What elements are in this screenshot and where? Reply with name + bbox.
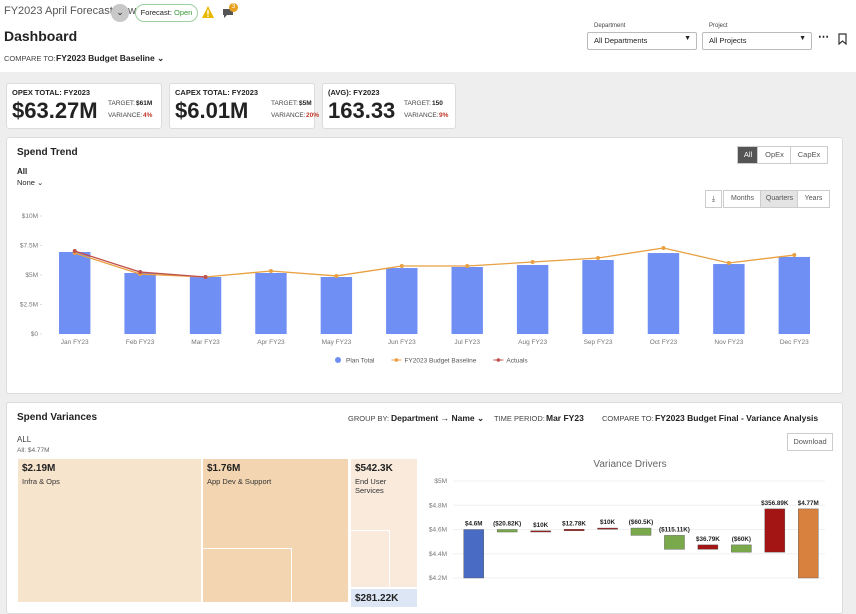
- kpi-value: $6.01M: [175, 98, 249, 123]
- scope-total: All: $4.77M: [17, 447, 50, 454]
- filter-button[interactable]: OpEx: [757, 146, 792, 164]
- tile-label: End User Services: [355, 477, 387, 495]
- filter-button[interactable]: All: [737, 146, 759, 164]
- plan-name[interactable]: FY2023 April Forecast new: [4, 5, 137, 17]
- filter-value: All Projects: [709, 36, 747, 45]
- tile-value: $2.19M: [22, 463, 56, 474]
- kpi-title: OPEX TOTAL: FY2023: [12, 88, 91, 97]
- spend-trend-card: [6, 137, 843, 394]
- warning-icon[interactable]: [201, 5, 215, 19]
- variance-label: VARIANCE:: [404, 112, 439, 119]
- filter-select[interactable]: None ⌄: [17, 178, 44, 187]
- kpi-card: [322, 83, 456, 129]
- caret: ▼: [799, 35, 806, 42]
- notification-badge: 3: [229, 3, 238, 12]
- treemap-tile[interactable]: [350, 458, 418, 588]
- download-button[interactable]: Download: [787, 433, 833, 451]
- card-title: Spend Variances: [17, 412, 98, 423]
- target-label: TARGET:: [404, 100, 431, 107]
- kpi-value: $63.27M: [12, 98, 98, 123]
- kpi-card: [169, 83, 315, 129]
- period-button[interactable]: Months: [723, 190, 762, 208]
- tile-value: $281.22K: [355, 593, 399, 604]
- tile-label: App Dev & Support: [207, 477, 272, 486]
- kpi-title: CAPEX TOTAL: FY2023: [175, 88, 259, 97]
- bookmark-icon[interactable]: [838, 33, 847, 45]
- scope: ALL: [17, 435, 32, 444]
- plan-dropdown[interactable]: ⌄: [111, 4, 129, 22]
- target-value: $61M: [136, 100, 153, 107]
- treemap-tile[interactable]: [202, 458, 349, 603]
- status-value: Open: [174, 8, 193, 17]
- filter-dropdown[interactable]: All Departments ▼: [587, 32, 697, 50]
- period-button[interactable]: Quarters: [760, 190, 799, 208]
- variance-label: VARIANCE:: [271, 112, 306, 119]
- status-pill[interactable]: Forecast: Open: [135, 4, 198, 22]
- period-label: TIME PERIOD:: [494, 414, 545, 423]
- page-title: Dashboard: [4, 28, 78, 44]
- variance-value: 4%: [143, 112, 153, 119]
- filter-value: All Departments: [594, 36, 648, 45]
- caret: ▼: [684, 35, 691, 42]
- more-menu[interactable]: ⋯: [818, 31, 829, 43]
- filter-label: Department: [594, 23, 626, 29]
- kpi-card: [6, 83, 162, 129]
- compare-value[interactable]: FY2023 Budget Final - Variance Analysis: [655, 413, 819, 423]
- tile-value: $542.3K: [355, 463, 393, 474]
- treemap-subtile: [350, 530, 390, 588]
- kpi-title: (AVG): FY2023: [328, 88, 380, 97]
- tile-value: $1.76M: [207, 463, 241, 474]
- treemap-tile[interactable]: [17, 458, 202, 603]
- variance-value: 9%: [439, 112, 449, 119]
- filter-title: All: [17, 167, 28, 176]
- treemap-subtile: [202, 548, 292, 603]
- card-title: Spend Trend: [17, 147, 78, 158]
- filter-button[interactable]: CapEx: [790, 146, 828, 164]
- status-label: Forecast:: [140, 8, 172, 17]
- group-by-value: Department → Name: [391, 413, 475, 423]
- download-icon[interactable]: ⤓: [705, 190, 722, 208]
- variance-label: VARIANCE:: [108, 112, 143, 119]
- group-by-label: GROUP BY:: [348, 414, 390, 423]
- period-button[interactable]: Years: [797, 190, 830, 208]
- variance-value: 20%: [306, 112, 320, 119]
- compare-value[interactable]: FY2023 Budget Baseline ⌄: [56, 53, 165, 63]
- target-label: TARGET:: [108, 100, 135, 107]
- group-by-select[interactable]: Department → Name ⌄: [391, 413, 485, 423]
- compare-label: COMPARE TO:: [602, 414, 654, 423]
- filter-dropdown[interactable]: All Projects ▼: [702, 32, 812, 50]
- target-value: 150: [432, 100, 443, 107]
- period-value[interactable]: Mar FY23: [546, 413, 584, 423]
- compare-text: FY2023 Budget Baseline: [56, 53, 155, 63]
- filter-label: Project: [709, 23, 728, 29]
- target-value: $5M: [299, 100, 312, 107]
- tile-label: Infra & Ops: [22, 477, 60, 486]
- filter-value: None: [17, 178, 35, 187]
- kpi-value: 163.33: [328, 98, 396, 123]
- target-label: TARGET:: [271, 100, 298, 107]
- compare-label: COMPARE TO:: [4, 54, 56, 63]
